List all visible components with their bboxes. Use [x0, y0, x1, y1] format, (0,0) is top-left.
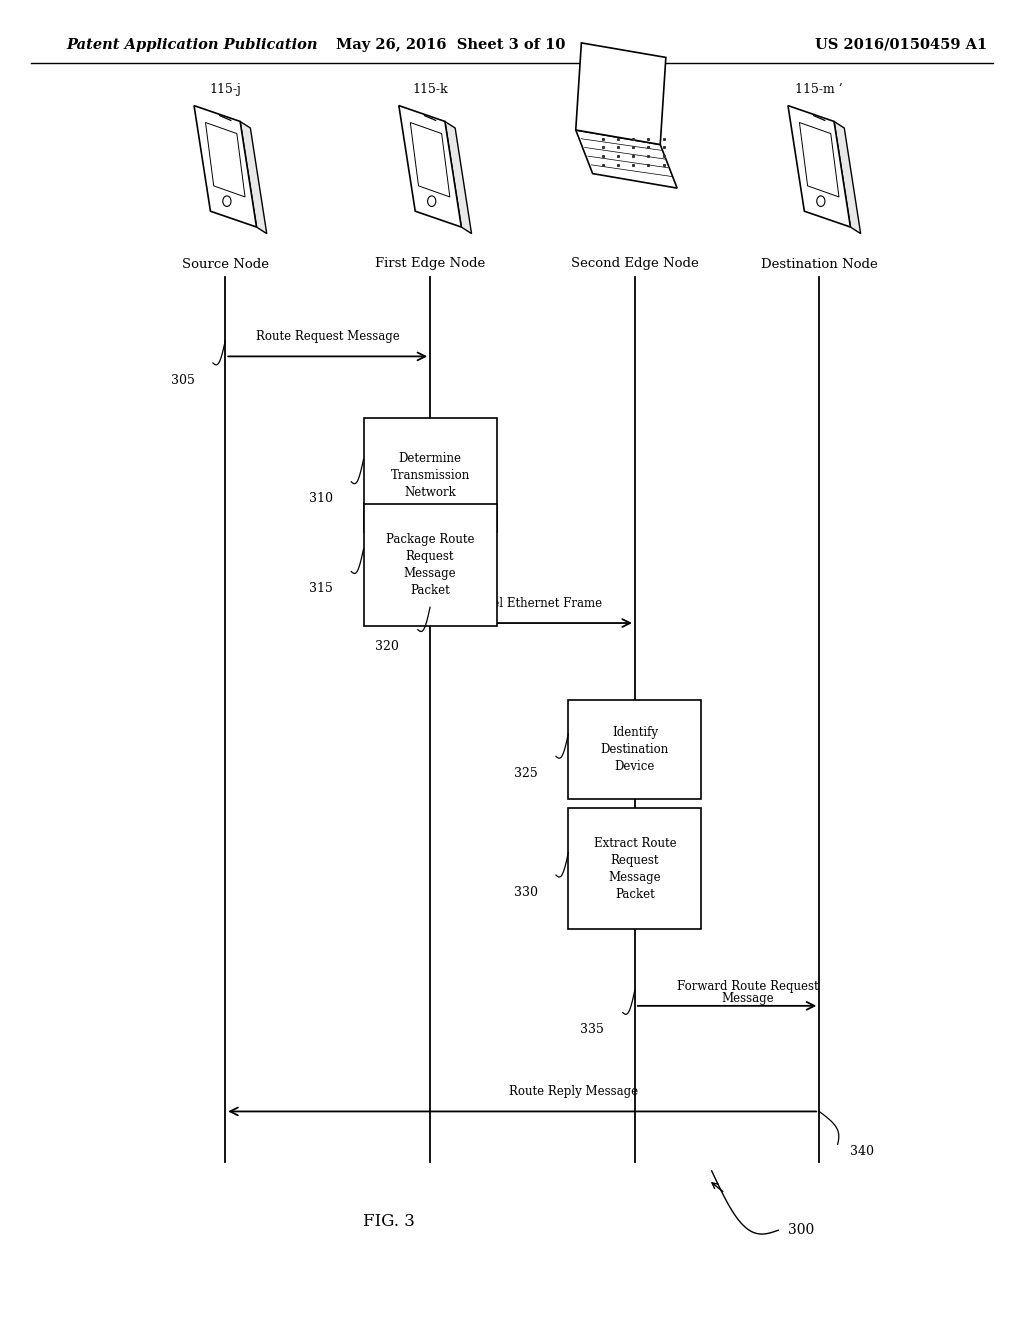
Text: 115-k: 115-k [413, 83, 447, 96]
Text: 335: 335 [581, 1023, 604, 1036]
Text: Source Node: Source Node [182, 257, 268, 271]
FancyBboxPatch shape [568, 808, 701, 929]
Text: Package Route
Request
Message
Packet: Package Route Request Message Packet [386, 533, 474, 597]
Text: 115-m ’: 115-m ’ [796, 83, 843, 96]
Text: Determine
Transmission
Network: Determine Transmission Network [390, 451, 470, 499]
Text: Patent Application Publication: Patent Application Publication [67, 38, 318, 51]
Polygon shape [834, 121, 860, 234]
Polygon shape [575, 42, 666, 144]
Text: Second Edge Node: Second Edge Node [571, 257, 698, 271]
Text: May 26, 2016  Sheet 3 of 10: May 26, 2016 Sheet 3 of 10 [336, 38, 565, 51]
Text: First Edge Node: First Edge Node [375, 257, 485, 271]
Polygon shape [398, 106, 461, 227]
Text: 320: 320 [376, 640, 399, 653]
Polygon shape [575, 131, 677, 187]
Text: FIG. 3: FIG. 3 [364, 1213, 415, 1229]
Circle shape [428, 195, 436, 206]
Polygon shape [788, 106, 850, 227]
Text: 325: 325 [514, 767, 538, 780]
Text: 115-j: 115-j [209, 83, 242, 96]
Polygon shape [800, 123, 839, 197]
Circle shape [223, 195, 231, 206]
Text: 315: 315 [309, 582, 333, 595]
Text: 305: 305 [171, 374, 195, 387]
Text: 340: 340 [850, 1144, 873, 1158]
Text: 115-l: 115-l [618, 83, 651, 96]
FancyBboxPatch shape [364, 418, 497, 532]
Text: Extract Route
Request
Message
Packet: Extract Route Request Message Packet [594, 837, 676, 900]
Polygon shape [444, 121, 471, 234]
FancyBboxPatch shape [364, 504, 497, 626]
Circle shape [817, 195, 825, 206]
Text: 330: 330 [514, 886, 538, 899]
Polygon shape [240, 121, 266, 234]
Text: 300: 300 [788, 1224, 815, 1237]
Polygon shape [411, 123, 450, 197]
Polygon shape [195, 106, 256, 227]
Text: Forward Route Request: Forward Route Request [677, 979, 818, 993]
Text: Destination Node: Destination Node [761, 257, 878, 271]
Text: Message: Message [721, 991, 774, 1005]
Text: Route Request Message: Route Request Message [256, 330, 399, 343]
Text: 310: 310 [309, 492, 333, 506]
Text: Route Reply Message: Route Reply Message [509, 1085, 638, 1098]
Text: US 2016/0150459 A1: US 2016/0150459 A1 [815, 38, 987, 51]
Text: Tunnel Ethernet Frame: Tunnel Ethernet Frame [463, 597, 602, 610]
Text: Identify
Destination
Device: Identify Destination Device [601, 726, 669, 774]
Polygon shape [206, 123, 245, 197]
FancyBboxPatch shape [568, 700, 701, 799]
